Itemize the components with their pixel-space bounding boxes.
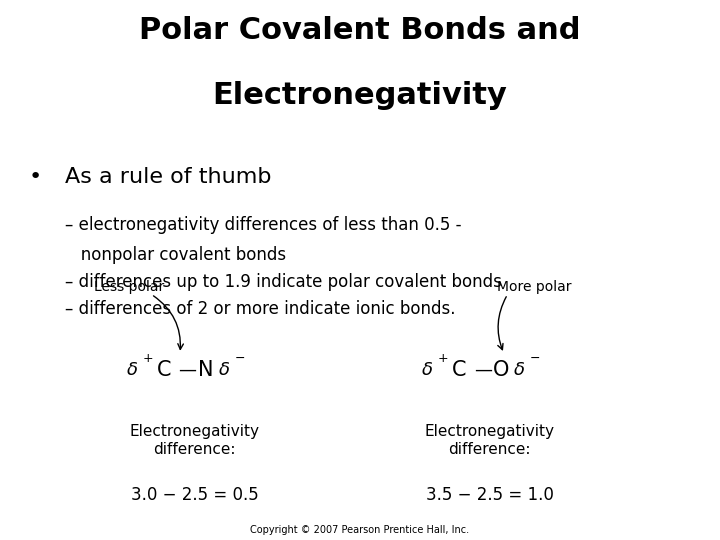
Text: O: O bbox=[493, 360, 510, 380]
Text: $\delta$: $\delta$ bbox=[218, 361, 230, 379]
Text: —: — bbox=[179, 361, 197, 379]
Text: Electronegativity: Electronegativity bbox=[212, 81, 508, 110]
Text: As a rule of thumb: As a rule of thumb bbox=[65, 167, 271, 187]
Text: C: C bbox=[452, 360, 467, 380]
Text: More polar: More polar bbox=[497, 280, 571, 294]
Text: – differences up to 1.9 indicate polar covalent bonds: – differences up to 1.9 indicate polar c… bbox=[65, 273, 502, 291]
Text: nonpolar covalent bonds: nonpolar covalent bonds bbox=[65, 246, 286, 264]
Text: Electronegativity
difference:: Electronegativity difference: bbox=[425, 424, 554, 457]
Text: —: — bbox=[474, 361, 492, 379]
Text: −: − bbox=[530, 352, 541, 365]
Text: $\delta$: $\delta$ bbox=[126, 361, 138, 379]
Text: C: C bbox=[157, 360, 171, 380]
Text: +: + bbox=[438, 352, 449, 365]
Text: $\delta$: $\delta$ bbox=[421, 361, 433, 379]
Text: – electronegativity differences of less than 0.5 -: – electronegativity differences of less … bbox=[65, 216, 462, 234]
Text: Copyright © 2007 Pearson Prentice Hall, Inc.: Copyright © 2007 Pearson Prentice Hall, … bbox=[251, 524, 469, 535]
Text: Less polar: Less polar bbox=[94, 280, 164, 294]
Text: N: N bbox=[198, 360, 214, 380]
Text: Electronegativity
difference:: Electronegativity difference: bbox=[130, 424, 259, 457]
Text: $\delta$: $\delta$ bbox=[513, 361, 526, 379]
Text: Polar Covalent Bonds and: Polar Covalent Bonds and bbox=[139, 16, 581, 45]
Text: 3.5 − 2.5 = 1.0: 3.5 − 2.5 = 1.0 bbox=[426, 486, 554, 504]
Text: −: − bbox=[235, 352, 246, 365]
Text: +: + bbox=[143, 352, 153, 365]
Text: •: • bbox=[29, 167, 42, 187]
Text: – differences of 2 or more indicate ionic bonds.: – differences of 2 or more indicate ioni… bbox=[65, 300, 455, 318]
Text: 3.0 − 2.5 = 0.5: 3.0 − 2.5 = 0.5 bbox=[130, 486, 258, 504]
